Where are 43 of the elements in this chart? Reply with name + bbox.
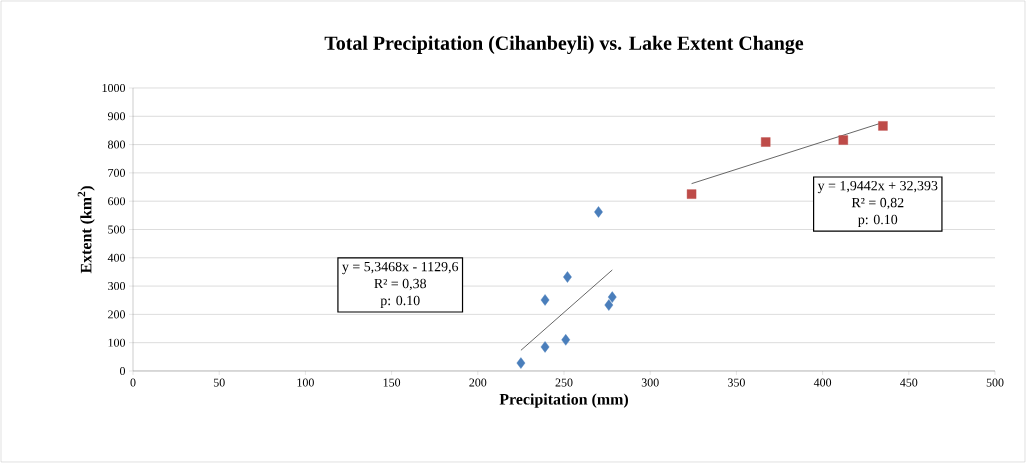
point xyxy=(761,137,771,147)
point xyxy=(540,294,550,306)
y-tick-label: 700 xyxy=(108,168,126,177)
x-tick-label: 300 xyxy=(641,378,659,387)
y-axis-title: Extent (km$^{2}$) xyxy=(77,186,95,274)
chart-title: Total Precipitation (Cihanbeyli) vs. Lake Extent Change xyxy=(324,35,804,55)
point xyxy=(838,135,848,145)
x-tick-label: 250 xyxy=(555,378,573,387)
y-tick-label: 1000 xyxy=(102,83,126,93)
x-tick-label: 450 xyxy=(900,378,918,387)
y-tick-label: 200 xyxy=(108,310,126,319)
x-axis-title: Precipitation (mm) xyxy=(499,393,629,408)
annotation: p: 0.10 xyxy=(858,214,898,228)
y-tick-label: 600 xyxy=(108,197,126,206)
point xyxy=(516,357,526,369)
point xyxy=(563,271,572,283)
point xyxy=(878,121,888,131)
x-tick-label: 0 xyxy=(130,378,136,387)
y-tick-label: 400 xyxy=(107,253,126,262)
x-tick-label: 50 xyxy=(213,378,225,387)
y-tick-label: 100 xyxy=(108,338,126,347)
x-tick-label: 200 xyxy=(469,378,487,387)
point xyxy=(607,291,617,303)
point xyxy=(686,189,697,199)
x-tick-label: 350 xyxy=(728,378,745,387)
point xyxy=(604,299,614,311)
y-tick-label: 300 xyxy=(108,282,126,291)
point xyxy=(540,341,550,353)
point xyxy=(594,206,603,218)
annotation: y = 5,3468x - 1129,6 xyxy=(342,261,459,275)
x-tick-label: 100 xyxy=(297,378,314,387)
y-tick-label: 0 xyxy=(119,366,126,376)
x-tick-label: 150 xyxy=(383,378,401,387)
y-tick-label: 500 xyxy=(108,225,126,234)
y-tick-label: 800 xyxy=(108,140,126,149)
annotation: R² = 0,38 xyxy=(374,278,427,291)
y-tick-label: 900 xyxy=(107,112,126,121)
x-tick-label: 500 xyxy=(986,378,1004,387)
annotation: y = 1,9442x + 32,393 xyxy=(817,180,938,194)
annotation: R² = 0,82 xyxy=(851,197,904,210)
annotation: p: 0.10 xyxy=(380,295,420,309)
x-tick-label: 400 xyxy=(813,378,832,387)
point xyxy=(561,334,571,346)
